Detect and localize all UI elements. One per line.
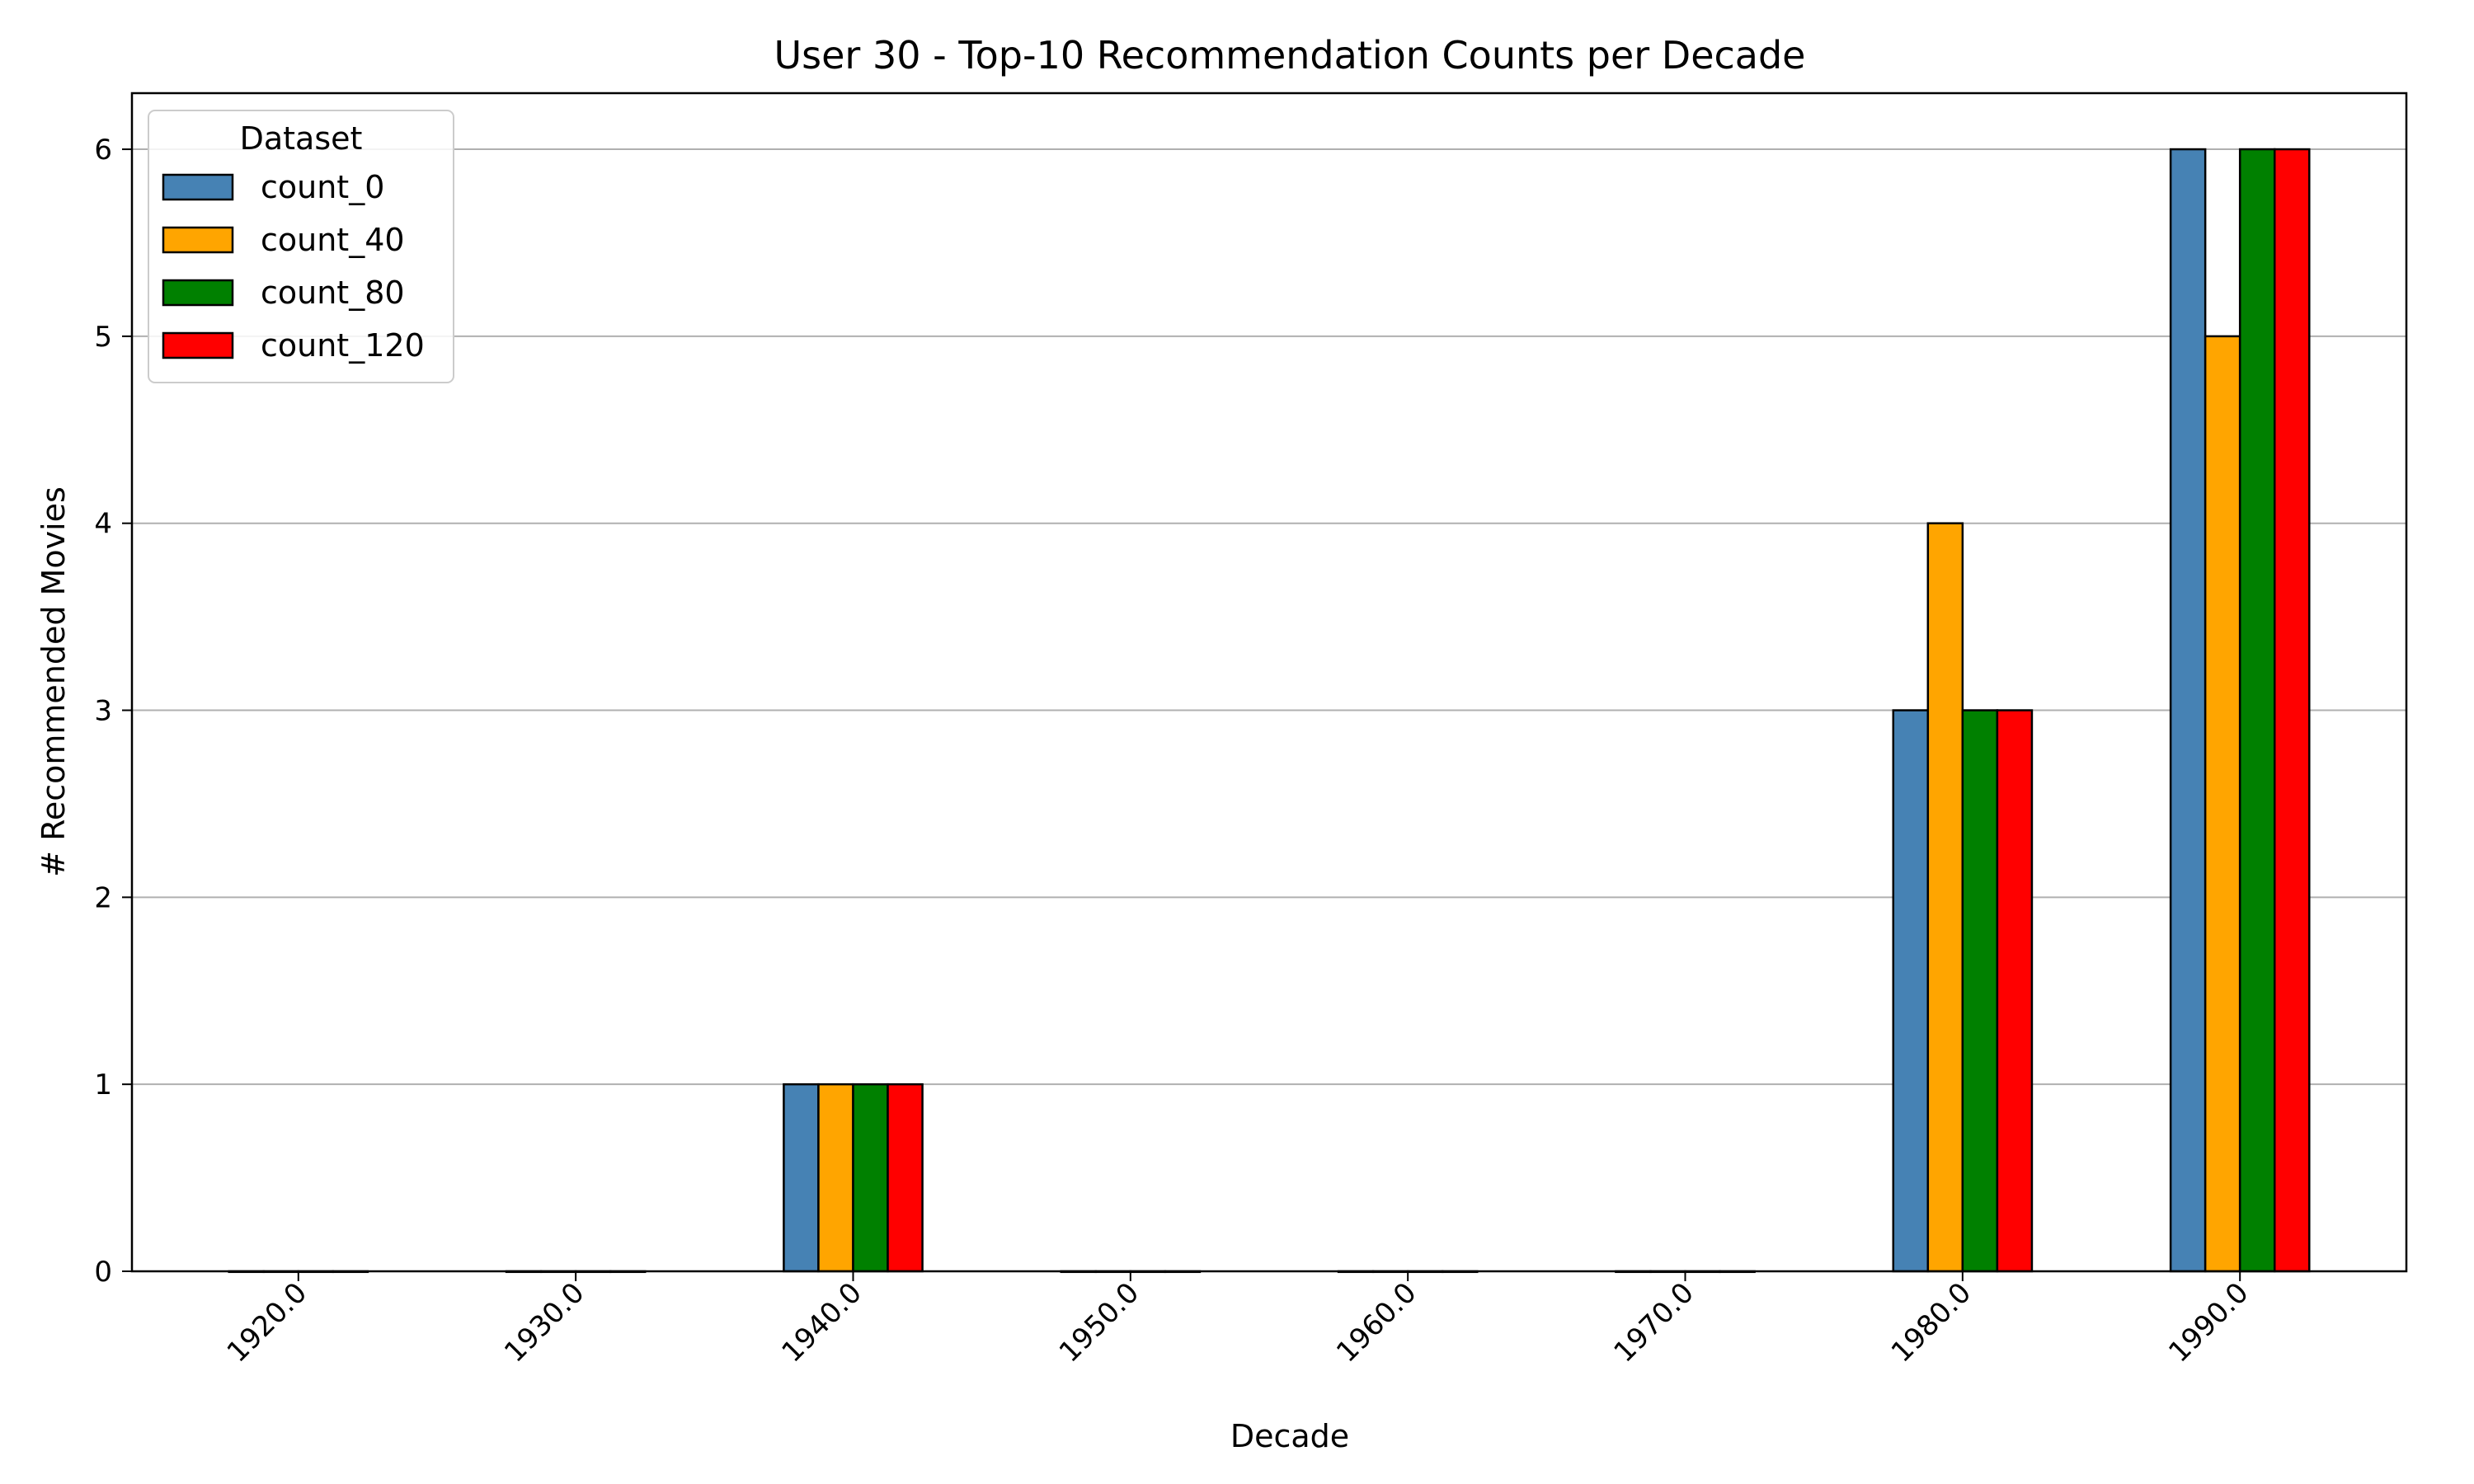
legend-title: Dataset (240, 120, 363, 157)
y-axis-ticks: 0 1 2 3 4 5 6 (94, 134, 132, 1289)
plot-area-frame (130, 92, 2408, 1273)
legend-swatch-count_120 (162, 331, 234, 359)
grid-lines (132, 148, 2406, 1086)
y-axis-label: # Recommended Movies (35, 486, 72, 877)
bar-count_0-1980.0 (1892, 709, 1930, 1273)
bar-count_40-1990.0 (2204, 335, 2241, 1273)
bar-count_120-1940.0 (887, 1082, 924, 1273)
y-tick-label: 4 (94, 508, 112, 541)
y-tick-label: 2 (94, 881, 112, 914)
bar-count_0-1990.0 (2169, 148, 2207, 1273)
y-tick-label: 1 (94, 1068, 112, 1101)
bars (228, 148, 2311, 1274)
x-axis-label: Decade (1230, 1418, 1349, 1454)
legend-swatch-count_80 (162, 279, 234, 307)
bar-count_40-1980.0 (1926, 522, 1964, 1273)
chart-title: User 30 - Top-10 Recommendation Counts p… (774, 33, 1806, 77)
bar-count_80-1990.0 (2238, 148, 2276, 1273)
bar-count_120-1980.0 (1996, 709, 2034, 1273)
y-tick-label: 0 (94, 1256, 112, 1289)
bar-count_80-1940.0 (852, 1082, 889, 1273)
legend-items: count_0 count_40 count_80 count_120 (162, 169, 425, 364)
legend-swatch-count_40 (162, 226, 234, 254)
legend-label-count_120: count_120 (261, 327, 425, 364)
legend: Dataset count_0 count_40 count_80 count_120 (148, 110, 454, 383)
y-tick-label: 5 (94, 321, 112, 354)
legend-label-count_0: count_0 (261, 169, 384, 205)
y-tick-label: 3 (94, 695, 112, 728)
bar-count_0-1940.0 (783, 1082, 820, 1273)
y-tick-label: 6 (94, 134, 112, 167)
legend-label-count_40: count_40 (261, 222, 405, 258)
bar-count_40-1940.0 (817, 1082, 854, 1273)
bar-count_80-1980.0 (1961, 709, 1999, 1273)
legend-swatch-count_0 (162, 173, 234, 201)
bar-count_120-1990.0 (2273, 148, 2311, 1273)
legend-label-count_80: count_80 (261, 275, 405, 311)
